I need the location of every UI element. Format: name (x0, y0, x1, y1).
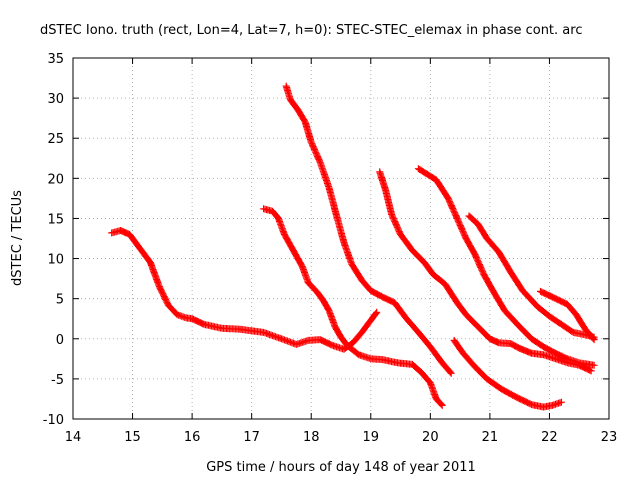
x-tick-label: 20 (422, 430, 439, 445)
y-tick-label: 20 (47, 172, 64, 187)
x-tick-label: 22 (541, 430, 558, 445)
series-markers (537, 287, 598, 344)
x-tick-label: 21 (482, 430, 499, 445)
series-arc-6 (465, 212, 598, 341)
x-tick-label: 18 (303, 430, 320, 445)
x-tick-label: 23 (601, 430, 618, 445)
y-tick-label: 35 (47, 52, 64, 67)
x-tick-label: 17 (243, 430, 260, 445)
y-tick-label: 10 (47, 253, 64, 268)
series-arc-3 (282, 82, 455, 377)
x-tick-label: 19 (363, 430, 380, 445)
series-markers (376, 168, 595, 375)
x-tick-label: 14 (65, 430, 82, 445)
series-arc-7 (450, 336, 565, 411)
series-markers (450, 336, 565, 411)
y-tick-label: -5 (51, 373, 64, 388)
series-arc-1 (108, 227, 381, 353)
y-tick-label: 0 (56, 333, 64, 348)
plot-frame (72, 57, 610, 420)
y-tick-label: 25 (47, 132, 64, 147)
series-arc-5 (414, 165, 598, 369)
data-series (108, 82, 598, 411)
x-axis-label: GPS time / hours of day 148 of year 2011 (206, 460, 476, 475)
y-tick-label: 15 (47, 212, 64, 227)
series-markers (465, 212, 598, 341)
series-markers (282, 82, 455, 377)
chart-title: dSTEC Iono. truth (rect, Lon=4, Lat=7, h… (40, 23, 582, 38)
y-tick-label: -10 (43, 413, 64, 428)
y-axis-label: dSTEC / TECUs (10, 190, 25, 286)
series-arc-8 (537, 287, 598, 344)
x-tick-label: 15 (124, 430, 141, 445)
series-markers (260, 205, 446, 409)
series-arc-2 (260, 205, 446, 409)
series-markers (414, 165, 598, 369)
x-tick-label: 16 (184, 430, 201, 445)
axis-ticks: 14 15 16 17 18 19 20 21 22 23 -10 -5 0 5 10 15 20 25 30 35 (43, 52, 618, 445)
series-arc-4 (376, 168, 595, 375)
y-tick-label: 30 (47, 92, 64, 107)
series-markers (108, 227, 381, 353)
y-tick-label: 5 (56, 293, 64, 308)
